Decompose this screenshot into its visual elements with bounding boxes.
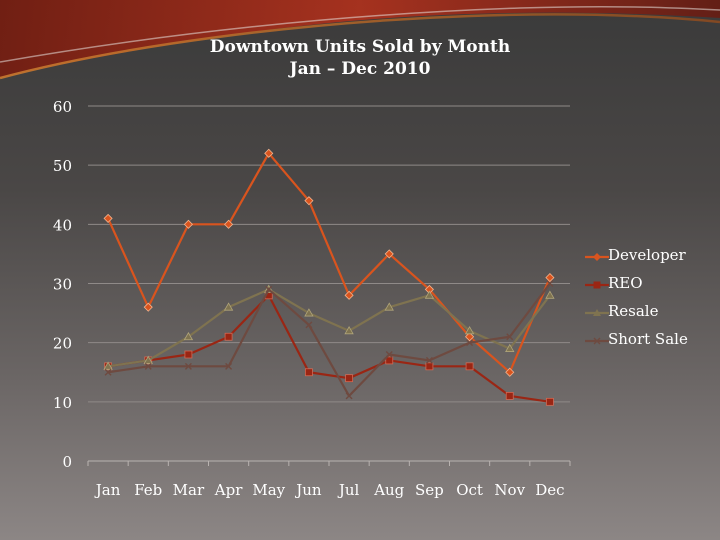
x-tick-label: Feb: [134, 481, 162, 499]
x-tick-label: Aug: [373, 481, 404, 499]
legend-swatch: [585, 281, 609, 289]
data-point: [265, 285, 273, 293]
data-point: [384, 249, 394, 259]
data-point: [546, 397, 554, 406]
data-point: [425, 356, 433, 364]
x-tick-label: Oct: [456, 481, 483, 499]
data-point: [385, 356, 394, 365]
legend-label: REO: [608, 274, 643, 292]
data-point: [143, 355, 153, 364]
chart-title: Downtown Units Sold by Month: [209, 37, 511, 57]
series-line: [107, 288, 551, 368]
data-point: [465, 362, 474, 371]
x-tick-label: May: [252, 481, 285, 499]
data-point: [223, 302, 234, 311]
data-point: [224, 332, 233, 341]
data-point: [345, 374, 353, 383]
data-point: [305, 321, 313, 329]
data-point: [344, 290, 354, 300]
data-point: [464, 326, 475, 335]
data-point: [424, 290, 435, 299]
series-line: [107, 152, 551, 374]
x-tick-label: Nov: [494, 481, 525, 499]
data-point: [545, 290, 555, 299]
data-point: [184, 362, 192, 370]
data-point: [144, 362, 152, 370]
data-point: [384, 302, 394, 311]
data-point: [465, 332, 475, 342]
data-point: [264, 148, 274, 158]
series-line: [107, 282, 551, 398]
data-point: [183, 219, 193, 229]
data-point: [305, 368, 313, 377]
data-point: [304, 196, 314, 206]
data-point: [184, 350, 193, 359]
data-point: [224, 219, 234, 229]
y-tick-label: 20: [53, 335, 72, 353]
data-point: [385, 351, 393, 358]
legend-label: Developer: [608, 246, 686, 264]
x-tick-label: Mar: [173, 481, 205, 499]
y-tick-label: 50: [53, 157, 72, 175]
y-tick-label: 0: [62, 453, 72, 471]
data-point: [425, 362, 434, 371]
chart-title-block: Downtown Units Sold by Month Jan – Dec 2…: [0, 36, 720, 80]
data-point: [546, 280, 554, 287]
data-point: [466, 339, 474, 347]
legend-swatch: [585, 337, 609, 345]
data-point: [183, 331, 194, 341]
x-tick-label: Sep: [415, 481, 444, 499]
data-point: [506, 333, 514, 341]
data-point: [505, 367, 515, 377]
series-line: [107, 294, 551, 403]
y-tick-label: 40: [53, 216, 72, 234]
data-point: [505, 392, 514, 400]
x-tick-label: Jul: [337, 481, 360, 499]
data-point: [103, 361, 113, 370]
y-tick-label: 30: [53, 276, 72, 294]
legend-swatch: [585, 309, 609, 316]
data-point: [545, 273, 555, 283]
data-point: [225, 362, 233, 370]
x-tick-label: Apr: [214, 481, 243, 499]
x-tick-label: Jan: [94, 481, 121, 499]
data-point: [505, 343, 515, 352]
chart-subtitle: Jan – Dec 2010: [289, 59, 431, 79]
y-tick-label: 60: [53, 98, 72, 116]
data-point: [104, 368, 112, 376]
data-point: [344, 326, 354, 335]
data-point: [345, 392, 353, 400]
data-point: [143, 302, 153, 312]
legend-label: Short Sale: [608, 330, 688, 348]
legend-swatch: [585, 253, 609, 261]
x-tick-label: Jun: [294, 481, 322, 499]
data-point: [103, 213, 113, 223]
data-point: [304, 308, 314, 317]
legend-label: Resale: [608, 302, 659, 320]
y-tick-label: 10: [53, 394, 72, 412]
x-tick-label: Dec: [535, 481, 564, 499]
decorative-swoosh: [0, 0, 720, 80]
